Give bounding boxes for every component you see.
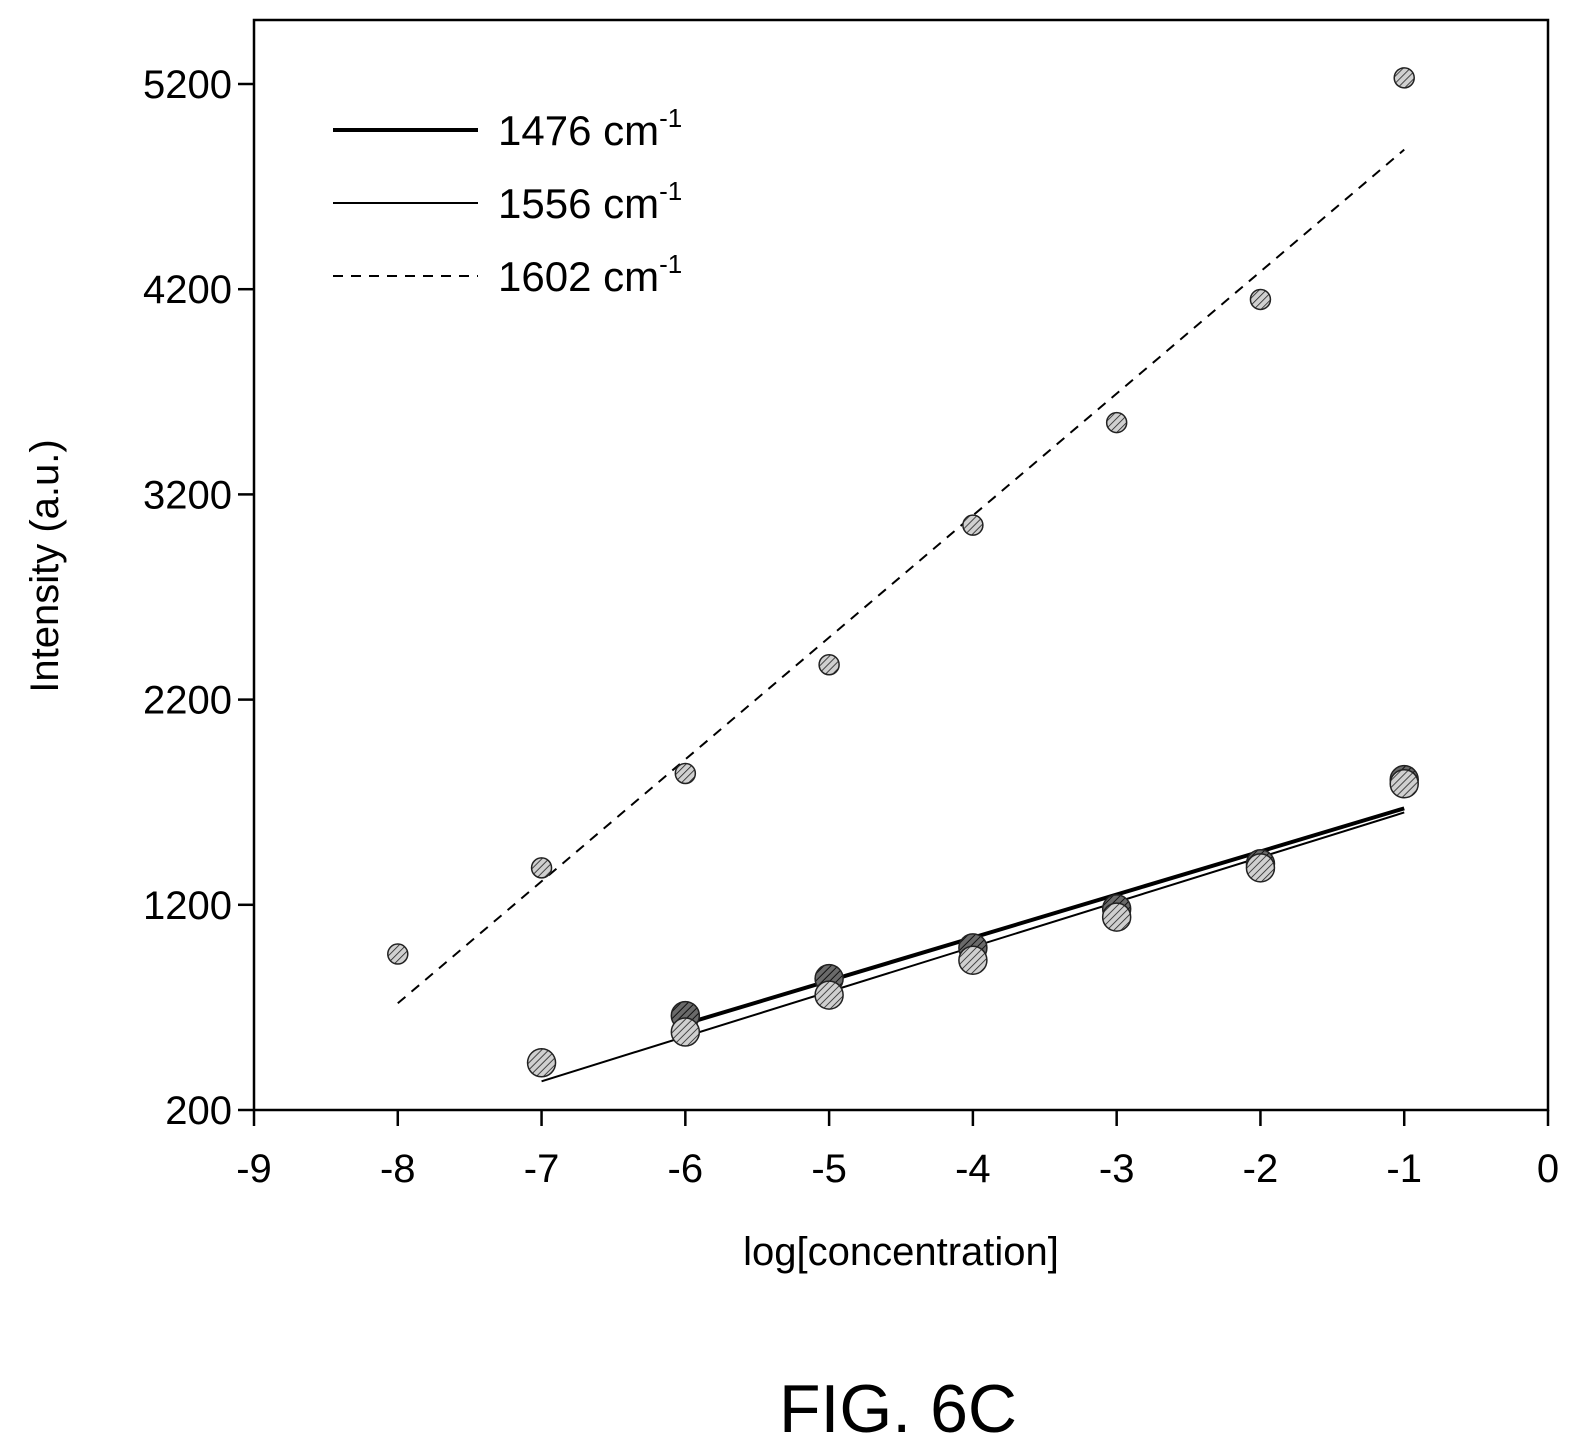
x-tick-label: -7 [524, 1147, 560, 1191]
x-tick-label: -2 [1243, 1147, 1279, 1191]
data-point-series-2 [526, 1048, 557, 1078]
legend-label-2: 1556 cm-1 [498, 176, 682, 227]
legend-label-1: 1476 cm-1 [498, 103, 682, 154]
x-axis: -9 -8 -7 -6 -5 -4 -3 -2 -1 0 [236, 1110, 1559, 1191]
data-point-series-2 [670, 1017, 701, 1047]
plot-frame [252, 18, 1550, 1112]
data-point-series-3 [387, 943, 409, 965]
data-point-series-3 [530, 857, 553, 879]
y-tick-label: 4200 [143, 268, 232, 312]
fit-line-3 [397, 148, 1405, 1005]
data-point-series-3 [674, 762, 697, 785]
data-point-series-2 [958, 945, 988, 975]
x-tick-label: -5 [811, 1147, 847, 1191]
x-tick-label: -6 [668, 1147, 704, 1191]
y-axis: 200 1200 2200 3200 4200 5200 [143, 63, 254, 1133]
y-tick-label: 2200 [143, 679, 232, 723]
legend: 1476 cm-1 1556 cm-1 1602 cm-1 [333, 103, 682, 300]
x-tick-label: -8 [380, 1147, 416, 1191]
data-markers [387, 67, 1419, 1078]
data-point-series-3 [1249, 288, 1272, 311]
y-axis-title: Intensity (a.u.) [23, 439, 67, 692]
data-point-series-3 [962, 514, 984, 536]
data-point-series-2 [814, 980, 844, 1010]
x-tick-label: 0 [1537, 1147, 1559, 1191]
x-tick-label: -4 [955, 1147, 991, 1191]
y-tick-label: 3200 [143, 473, 232, 517]
data-point-series-3 [818, 653, 840, 676]
data-point-series-2 [1245, 853, 1276, 883]
data-point-series-3 [1393, 67, 1415, 89]
data-point-series-2 [1101, 902, 1132, 932]
x-tick-label: -9 [236, 1147, 272, 1191]
x-tick-label: -3 [1099, 1147, 1135, 1191]
y-tick-label: 200 [165, 1089, 232, 1133]
data-point-series-2 [1389, 768, 1419, 799]
legend-label-3: 1602 cm-1 [498, 249, 682, 300]
figure-caption: FIG. 6C [779, 1371, 1017, 1447]
fit-line-1 [684, 806, 1405, 1026]
x-tick-label: -1 [1386, 1147, 1422, 1191]
data-point-series-3 [1105, 411, 1128, 434]
y-tick-label: 1200 [143, 884, 232, 928]
y-tick-label: 5200 [143, 63, 232, 107]
x-axis-title: log[concentration] [743, 1230, 1059, 1274]
